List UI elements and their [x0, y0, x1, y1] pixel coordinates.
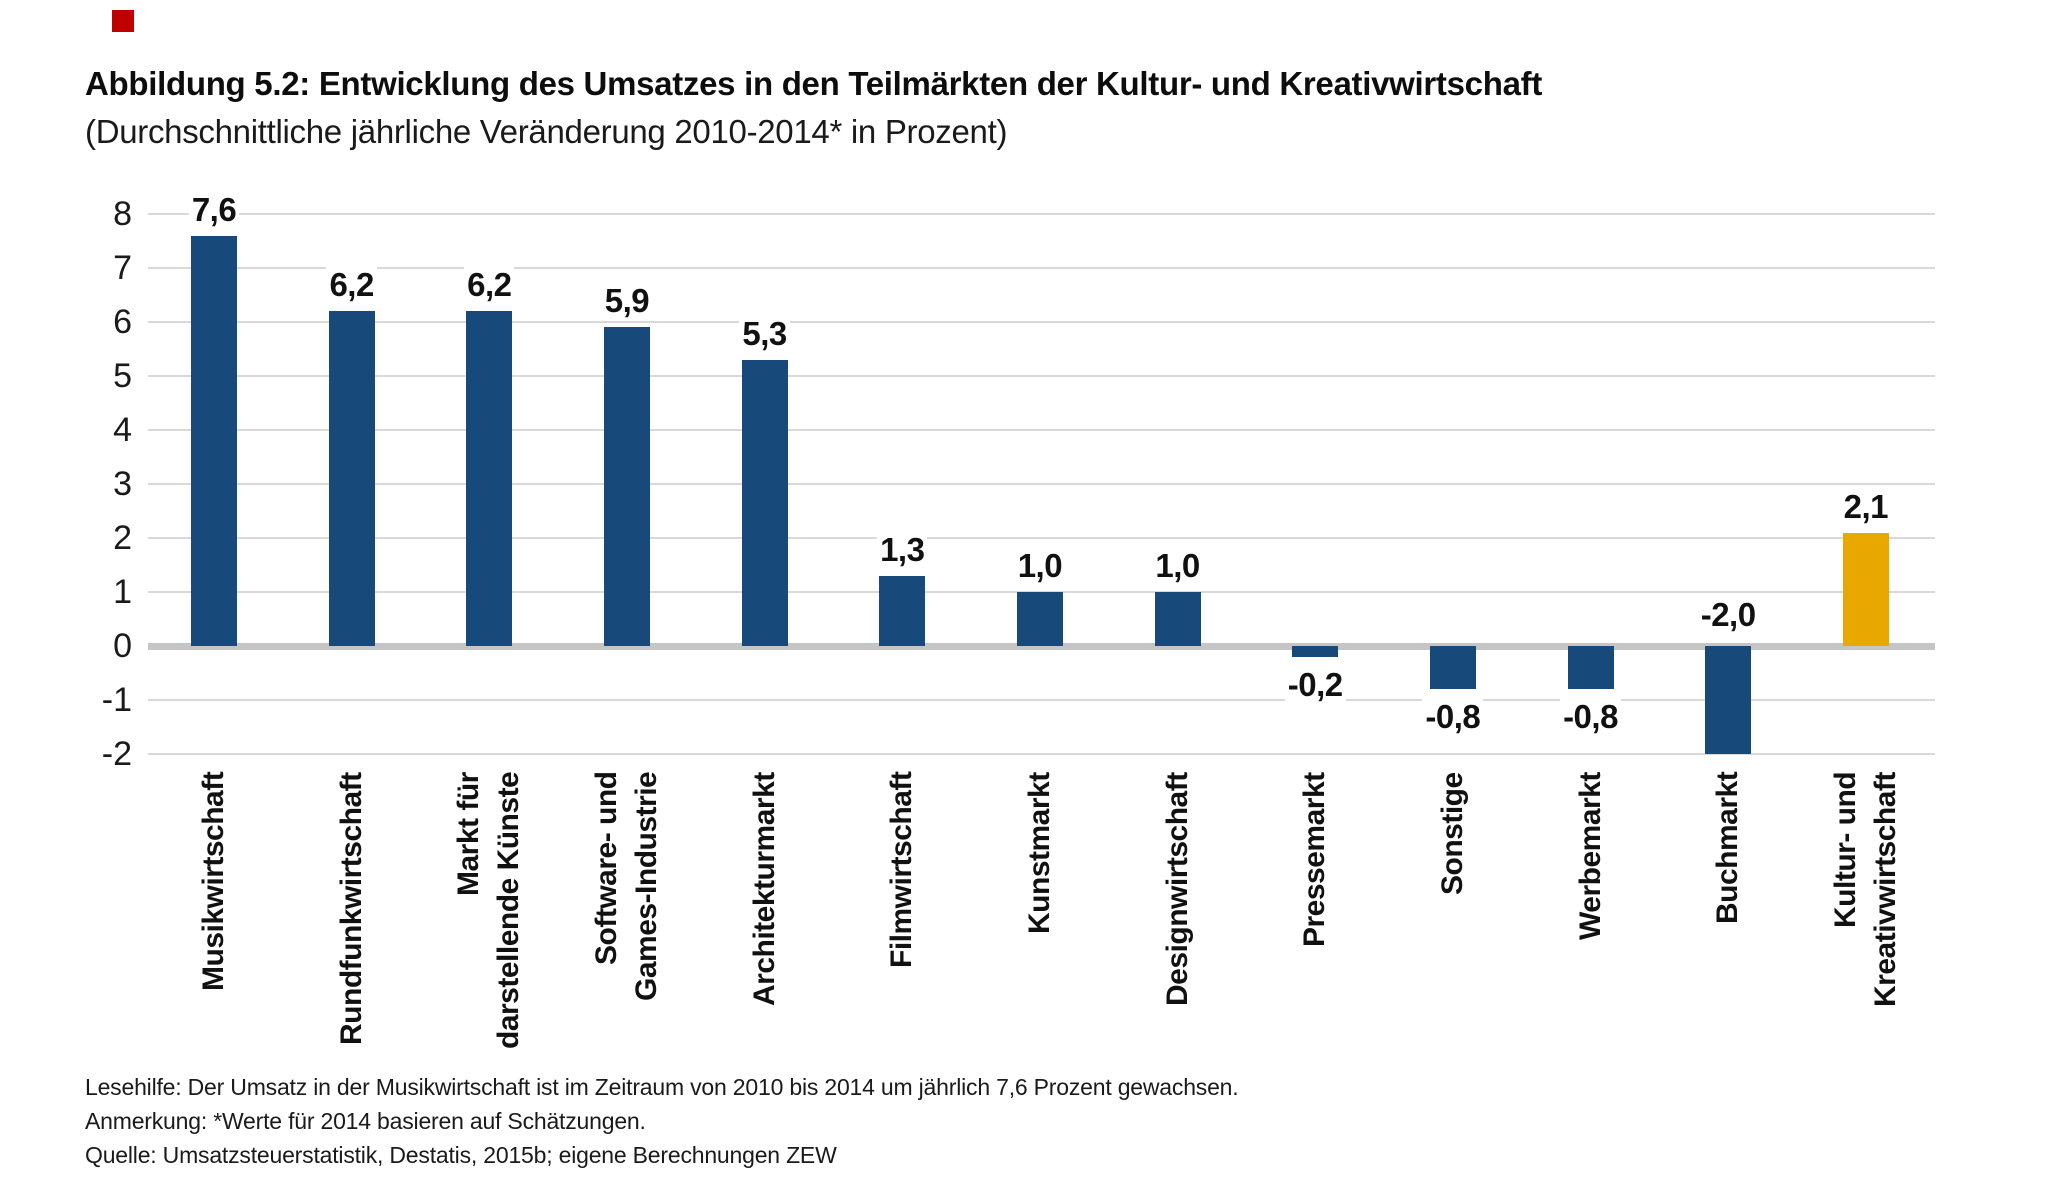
value-label-text: 5,9 — [601, 282, 653, 320]
category-label: Buchmarkt — [1711, 772, 1745, 925]
y-tick-label: 1 — [113, 573, 132, 611]
bar-pressemarkt — [1292, 646, 1339, 657]
gridline — [148, 429, 1935, 431]
y-tick-label: 7 — [113, 249, 132, 287]
value-label: -2,0 — [1653, 595, 1803, 635]
gridline — [148, 321, 1935, 323]
bar-werbemarkt — [1567, 646, 1614, 690]
category-label: Kultur- und Kreativwirtschaft — [1828, 772, 1902, 1007]
footnotes: Lesehilfe: Der Umsatz in der Musikwirtsc… — [85, 1070, 1239, 1172]
value-label: 6,2 — [277, 265, 427, 305]
category-label: Architekturmarkt — [747, 772, 781, 1006]
value-label: 7,6 — [139, 190, 289, 230]
value-label: 6,2 — [414, 265, 564, 305]
value-label-text: -2,0 — [1697, 596, 1759, 633]
gridline — [148, 699, 1935, 701]
gridline — [148, 753, 1935, 755]
red-corner-marker — [112, 10, 134, 32]
category-label: Markt für darstellende Künste — [452, 772, 526, 1050]
value-label-text: 1,3 — [877, 530, 928, 568]
y-tick-label: 5 — [113, 357, 132, 395]
category-label: Designwirtschaft — [1160, 772, 1194, 1006]
value-label: 1,0 — [965, 546, 1115, 586]
bar-musikwirtschaft — [191, 235, 237, 646]
value-label: 2,1 — [1791, 487, 1941, 527]
y-tick-label: -1 — [101, 681, 132, 719]
value-label: 5,3 — [690, 314, 840, 354]
value-label-text: -0,8 — [1422, 698, 1484, 736]
figure-title: Abbildung 5.2: Entwicklung des Umsatzes … — [85, 65, 1543, 102]
value-label-text: -0,8 — [1560, 698, 1621, 736]
bar-designwirtschaft — [1154, 592, 1201, 646]
zero-baseline — [148, 643, 1935, 650]
category-label: Kunstmarkt — [1022, 772, 1056, 934]
bar-kunstmarkt — [1016, 592, 1063, 646]
y-tick-label: 3 — [113, 465, 132, 503]
bar-markt-f-r — [466, 311, 513, 646]
value-label: 1,0 — [1103, 546, 1253, 586]
value-label-text: 7,6 — [188, 190, 240, 228]
value-label-text: 2,1 — [1840, 487, 1891, 525]
y-tick-label: -2 — [101, 735, 132, 773]
gridline — [148, 483, 1935, 485]
bar-sonstige — [1429, 646, 1476, 690]
footnote-quelle: Quelle: Umsatzsteuerstatistik, Destatis,… — [85, 1142, 837, 1168]
y-tick-label: 8 — [113, 195, 132, 233]
category-label: Software- und Games-Industrie — [589, 772, 663, 1002]
bar-software-und — [603, 327, 650, 646]
category-label: Musikwirtschaft — [197, 772, 230, 992]
bar-architekturmarkt — [741, 359, 788, 646]
y-tick-label: 6 — [113, 303, 132, 341]
value-label-text: 6,2 — [326, 266, 377, 304]
y-tick-label: 0 — [113, 627, 132, 665]
footnote-lesehilfe: Lesehilfe: Der Umsatz in der Musikwirtsc… — [85, 1074, 1239, 1100]
value-label-text: 1,0 — [1014, 547, 1066, 584]
y-tick-label: 4 — [113, 411, 132, 449]
value-label: 5,9 — [552, 281, 702, 321]
bar-kultur-und — [1842, 532, 1889, 646]
bar-buchmarkt — [1705, 646, 1752, 754]
bar-filmwirtschaft — [879, 575, 926, 646]
category-label: Filmwirtschaft — [885, 772, 919, 969]
value-label: -0,2 — [1240, 665, 1390, 705]
footnote-anmerkung: Anmerkung: *Werte für 2014 basieren auf … — [85, 1108, 646, 1134]
gridline — [148, 213, 1935, 215]
value-label-text: 6,2 — [464, 266, 515, 304]
gridline — [148, 267, 1935, 269]
category-label: Werbemarkt — [1573, 772, 1607, 940]
value-label-text: -0,2 — [1284, 665, 1346, 703]
value-label: -0,8 — [1378, 697, 1528, 737]
gridline — [148, 375, 1935, 377]
category-label: Sonstige — [1435, 772, 1469, 895]
value-label-text: 1,0 — [1152, 547, 1203, 584]
gridline — [148, 537, 1935, 539]
y-tick-label: 2 — [113, 519, 132, 557]
value-label: -0,8 — [1516, 697, 1666, 737]
category-label: Rundfunkwirtschaft — [334, 772, 368, 1045]
value-label-text: 5,3 — [739, 314, 790, 352]
value-label: 1,3 — [827, 530, 977, 570]
figure-subtitle: (Durchschnittliche jährliche Veränderung… — [85, 113, 1008, 150]
category-label: Pressemarkt — [1298, 772, 1332, 947]
bar-rundfunkwirtschaft — [328, 311, 375, 646]
